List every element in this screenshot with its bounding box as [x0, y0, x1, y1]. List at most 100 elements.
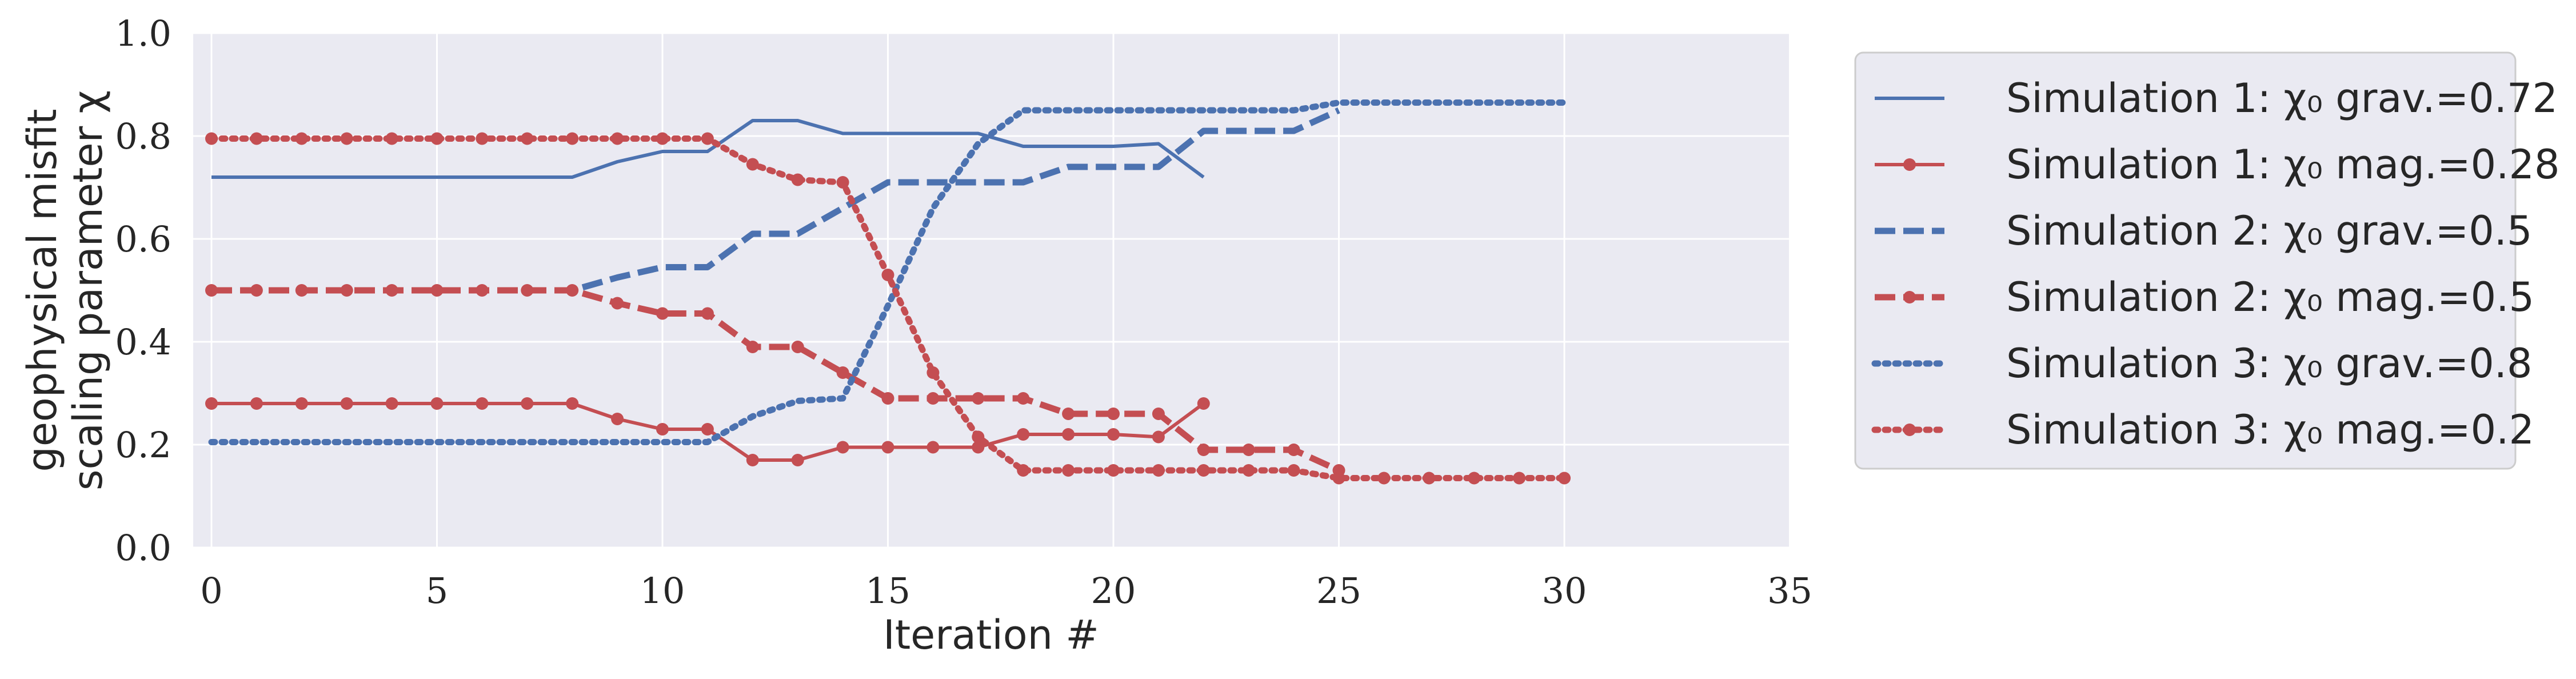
- data-point: [836, 176, 849, 189]
- data-point: [926, 441, 940, 454]
- data-point: [250, 284, 263, 297]
- data-point: [1558, 472, 1571, 485]
- y-axis-label-line-2: scaling parameter χ: [65, 90, 111, 490]
- data-point: [701, 423, 714, 436]
- data-point: [1152, 408, 1165, 420]
- data-point: [972, 430, 985, 444]
- legend-label-2: Simulation 1: χ₀ mag.=0.28: [2006, 141, 2560, 188]
- data-point: [611, 132, 624, 145]
- data-point: [881, 441, 894, 454]
- legend-marker-2: [1903, 158, 1916, 171]
- data-point: [926, 392, 940, 405]
- data-point: [1017, 392, 1030, 405]
- data-point: [1017, 464, 1030, 477]
- x-tick-label: 10: [640, 570, 685, 612]
- legend-marker-6: [1903, 424, 1916, 436]
- data-point: [656, 423, 669, 436]
- y-tick-label: 0.6: [115, 218, 171, 260]
- data-point: [701, 132, 714, 145]
- y-axis-label-line-1: geophysical misfit: [19, 109, 66, 472]
- data-point: [1062, 464, 1075, 477]
- data-point: [295, 132, 308, 145]
- legend-label-3: Simulation 2: χ₀ grav.=0.5: [2006, 207, 2533, 254]
- data-point: [1468, 472, 1481, 485]
- data-point: [430, 397, 444, 410]
- data-point: [385, 284, 398, 297]
- data-point: [430, 284, 444, 297]
- x-tick-label: 35: [1767, 570, 1812, 612]
- data-point: [566, 132, 579, 145]
- series-line-1: [211, 119, 1205, 179]
- data-point: [476, 132, 489, 145]
- data-point: [1242, 464, 1255, 477]
- data-point: [295, 397, 308, 410]
- data-point: [476, 284, 489, 297]
- data-point: [1287, 444, 1300, 456]
- data-point: [881, 392, 894, 405]
- data-point: [1107, 428, 1120, 441]
- data-point: [521, 284, 534, 297]
- data-point: [1152, 430, 1165, 444]
- data-point: [881, 269, 894, 281]
- x-tick-label: 25: [1316, 570, 1361, 612]
- data-point: [746, 158, 759, 171]
- data-point: [1197, 397, 1210, 410]
- data-point: [521, 132, 534, 145]
- data-point: [656, 132, 669, 145]
- data-point: [1197, 444, 1210, 456]
- data-point: [340, 397, 353, 410]
- data-point: [521, 397, 534, 410]
- data-point: [791, 341, 804, 353]
- data-point: [205, 397, 218, 410]
- data-point: [656, 307, 669, 320]
- data-point: [791, 173, 804, 186]
- data-point: [1423, 472, 1436, 485]
- data-point: [566, 397, 579, 410]
- data-point: [1332, 472, 1345, 485]
- data-point: [250, 132, 263, 145]
- data-point: [1107, 408, 1120, 420]
- legend-marker-4: [1903, 291, 1916, 303]
- data-point: [566, 284, 579, 297]
- data-point: [1513, 472, 1526, 485]
- data-point: [746, 341, 759, 353]
- data-point: [295, 284, 308, 297]
- x-axis-label: Iteration #: [883, 612, 1099, 658]
- series-line-5: [208, 99, 1568, 445]
- data-point: [430, 132, 444, 145]
- data-point: [836, 366, 849, 379]
- data-point: [476, 397, 489, 410]
- data-point: [205, 132, 218, 145]
- legend-label-5: Simulation 3: χ₀ grav.=0.8: [2006, 340, 2533, 387]
- legend-label-6: Simulation 3: χ₀ mag.=0.2: [2006, 406, 2534, 453]
- x-tick-label: 30: [1542, 570, 1587, 612]
- x-tick-label: 0: [200, 570, 222, 612]
- data-point: [250, 397, 263, 410]
- data-point: [836, 441, 849, 454]
- series-line-4: [211, 287, 1340, 474]
- data-point: [205, 284, 218, 297]
- data-point: [972, 392, 985, 405]
- data-point: [1062, 428, 1075, 441]
- data-point: [1107, 464, 1120, 477]
- data-point: [1287, 464, 1300, 477]
- data-point: [1197, 464, 1210, 477]
- data-point: [340, 284, 353, 297]
- legend-label-4: Simulation 2: χ₀ mag.=0.5: [2006, 274, 2534, 321]
- legend-entries: Simulation 1: χ₀ grav.=0.72 Simulation 1:…: [1871, 75, 2560, 453]
- data-point: [1377, 472, 1391, 485]
- y-tick-label: 0.4: [115, 321, 171, 363]
- tick-labels: 0 5 10 15 20 25 30 35 0.0 0.2 0.4 0.6 0.8 1.0: [115, 13, 1812, 612]
- legend-box: [1854, 51, 2517, 470]
- y-tick-label: 0.2: [115, 424, 171, 466]
- data-point: [385, 397, 398, 410]
- data-point: [611, 297, 624, 310]
- x-tick-label: 15: [865, 570, 910, 612]
- data-series: [205, 99, 1571, 485]
- data-point: [791, 454, 804, 466]
- data-point: [385, 132, 398, 145]
- y-tick-label: 0.0: [115, 527, 171, 569]
- x-tick-label: 5: [426, 570, 448, 612]
- data-point: [972, 441, 985, 454]
